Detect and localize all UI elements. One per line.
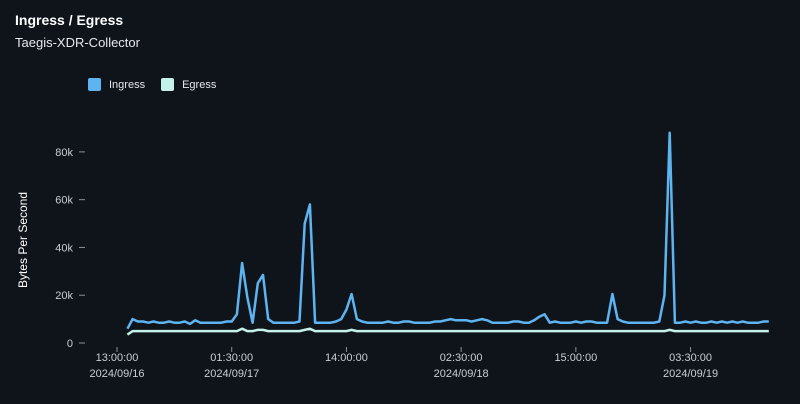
y-tick-label: 0 — [67, 338, 73, 350]
x-tick-label: 14:00:00 — [325, 352, 368, 364]
legend-swatch-ingress — [88, 78, 101, 91]
y-axis: 0 20k 40k 60k 80k Bytes Per Second — [16, 147, 85, 350]
x-tick-date-label: 2024/09/16 — [89, 368, 144, 380]
chart-legend: Ingress Egress — [88, 78, 232, 91]
legend-label-ingress: Ingress — [109, 78, 146, 91]
x-tick-date-label: 2024/09/17 — [204, 368, 259, 380]
legend-label-egress: Egress — [182, 78, 217, 91]
x-tick-label: 15:00:00 — [554, 352, 597, 364]
x-tick-date-label: 2024/09/18 — [434, 368, 489, 380]
x-tick-date-label: 2024/09/19 — [663, 368, 718, 380]
y-tick-label: 40k — [55, 242, 73, 254]
legend-item-egress[interactable]: Egress — [161, 78, 216, 91]
chart-subtitle: Taegis-XDR-Collector — [15, 35, 140, 50]
y-tick-label: 20k — [55, 290, 73, 302]
series-line-ingress[interactable] — [126, 131, 769, 330]
legend-item-ingress[interactable]: Ingress — [88, 78, 145, 91]
series-lines — [126, 131, 769, 336]
y-axis-label: Bytes Per Second — [16, 192, 30, 288]
y-tick-label: 60k — [55, 195, 73, 207]
x-tick-label: 13:00:00 — [96, 352, 139, 364]
series-line-egress[interactable] — [126, 327, 769, 336]
chart-title: Ingress / Egress — [15, 12, 124, 28]
x-tick-label: 03:30:00 — [669, 352, 712, 364]
x-tick-label: 02:30:00 — [440, 352, 483, 364]
x-axis: 13:00:00 2024/09/16 01:30:00 2024/09/17 14:0… — [89, 347, 718, 380]
legend-swatch-egress — [161, 78, 175, 91]
y-tick-label: 80k — [55, 147, 73, 159]
x-tick-label: 01:30:00 — [210, 352, 253, 364]
